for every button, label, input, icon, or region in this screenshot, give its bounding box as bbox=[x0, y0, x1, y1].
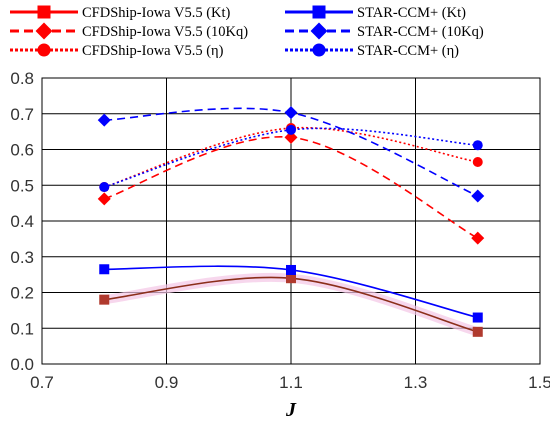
data-point bbox=[472, 326, 483, 337]
grid bbox=[41, 77, 541, 365]
x-tick-label: 1.1 bbox=[279, 373, 303, 392]
legend-label: CFDShip-Iowa V5.5 (10Kq) bbox=[82, 24, 248, 40]
y-tick-label: 0.6 bbox=[10, 141, 34, 160]
y-tick-label: 0.1 bbox=[10, 319, 34, 338]
data-point bbox=[284, 130, 298, 144]
series-line bbox=[104, 127, 478, 188]
x-axis-ticks: 0.7 0.9 1.1 1.3 1.5 bbox=[30, 373, 550, 392]
legend-item: STAR-CCM+ (Kt) bbox=[285, 5, 466, 21]
legend-item: CFDShip-Iowa V5.5 (Kt) bbox=[10, 5, 231, 21]
legend-marker bbox=[310, 22, 328, 40]
y-tick-label: 0.5 bbox=[10, 176, 34, 195]
legend: CFDShip-Iowa V5.5 (Kt) CFDShip-Iowa V5.5 … bbox=[10, 5, 484, 59]
legend-marker bbox=[35, 22, 53, 40]
y-tick-label: 0.3 bbox=[10, 248, 34, 267]
legend-label: CFDShip-Iowa V5.5 (η) bbox=[82, 43, 224, 59]
data-point bbox=[97, 192, 111, 206]
legend-item: STAR-CCM+ (10Kq) bbox=[285, 22, 484, 40]
series-4 bbox=[97, 106, 485, 203]
series-5 bbox=[99, 124, 483, 193]
data-point bbox=[471, 231, 485, 245]
legend-label: STAR-CCM+ (η) bbox=[357, 43, 459, 59]
series-0 bbox=[99, 273, 483, 337]
y-axis-ticks: 0.0 0.1 0.2 0.3 0.4 0.5 0.6 0.7 0.8 bbox=[10, 69, 34, 374]
data-point bbox=[472, 157, 483, 168]
legend-marker bbox=[37, 43, 51, 57]
data-point bbox=[97, 113, 111, 127]
legend-item: STAR-CCM+ (η) bbox=[285, 43, 459, 59]
data-point bbox=[284, 106, 298, 120]
x-axis-title: J bbox=[285, 399, 297, 421]
data-point bbox=[286, 273, 296, 284]
plot-area bbox=[41, 77, 541, 365]
series-line bbox=[104, 126, 478, 188]
series-1 bbox=[97, 130, 485, 245]
series-3 bbox=[99, 264, 483, 323]
data-point bbox=[472, 312, 483, 323]
y-tick-label: 0.2 bbox=[10, 284, 34, 303]
data-point bbox=[472, 140, 483, 151]
data-point bbox=[99, 182, 110, 193]
data-point bbox=[286, 264, 296, 275]
legend-item: CFDShip-Iowa V5.5 (η) bbox=[10, 43, 224, 59]
legend-marker bbox=[312, 43, 326, 57]
series-layer bbox=[97, 106, 485, 337]
data-point bbox=[286, 124, 296, 135]
y-tick-label: 0.8 bbox=[10, 69, 34, 88]
x-tick-label: 1.5 bbox=[528, 373, 550, 392]
legend-item: CFDShip-Iowa V5.5 (10Kq) bbox=[10, 22, 248, 40]
data-point bbox=[99, 264, 110, 275]
data-point bbox=[471, 189, 485, 203]
y-tick-label: 0.4 bbox=[10, 212, 34, 231]
x-tick-label: 0.7 bbox=[30, 373, 54, 392]
y-tick-label: 0.0 bbox=[10, 355, 34, 374]
x-tick-label: 1.3 bbox=[404, 373, 428, 392]
data-point bbox=[99, 294, 110, 305]
legend-marker bbox=[37, 5, 51, 19]
legend-marker bbox=[312, 5, 326, 19]
x-tick-label: 0.9 bbox=[155, 373, 179, 392]
legend-label: CFDShip-Iowa V5.5 (Kt) bbox=[82, 5, 231, 21]
legend-label: STAR-CCM+ (10Kq) bbox=[357, 24, 484, 40]
y-tick-label: 0.7 bbox=[10, 105, 34, 124]
legend-label: STAR-CCM+ (Kt) bbox=[357, 5, 466, 21]
